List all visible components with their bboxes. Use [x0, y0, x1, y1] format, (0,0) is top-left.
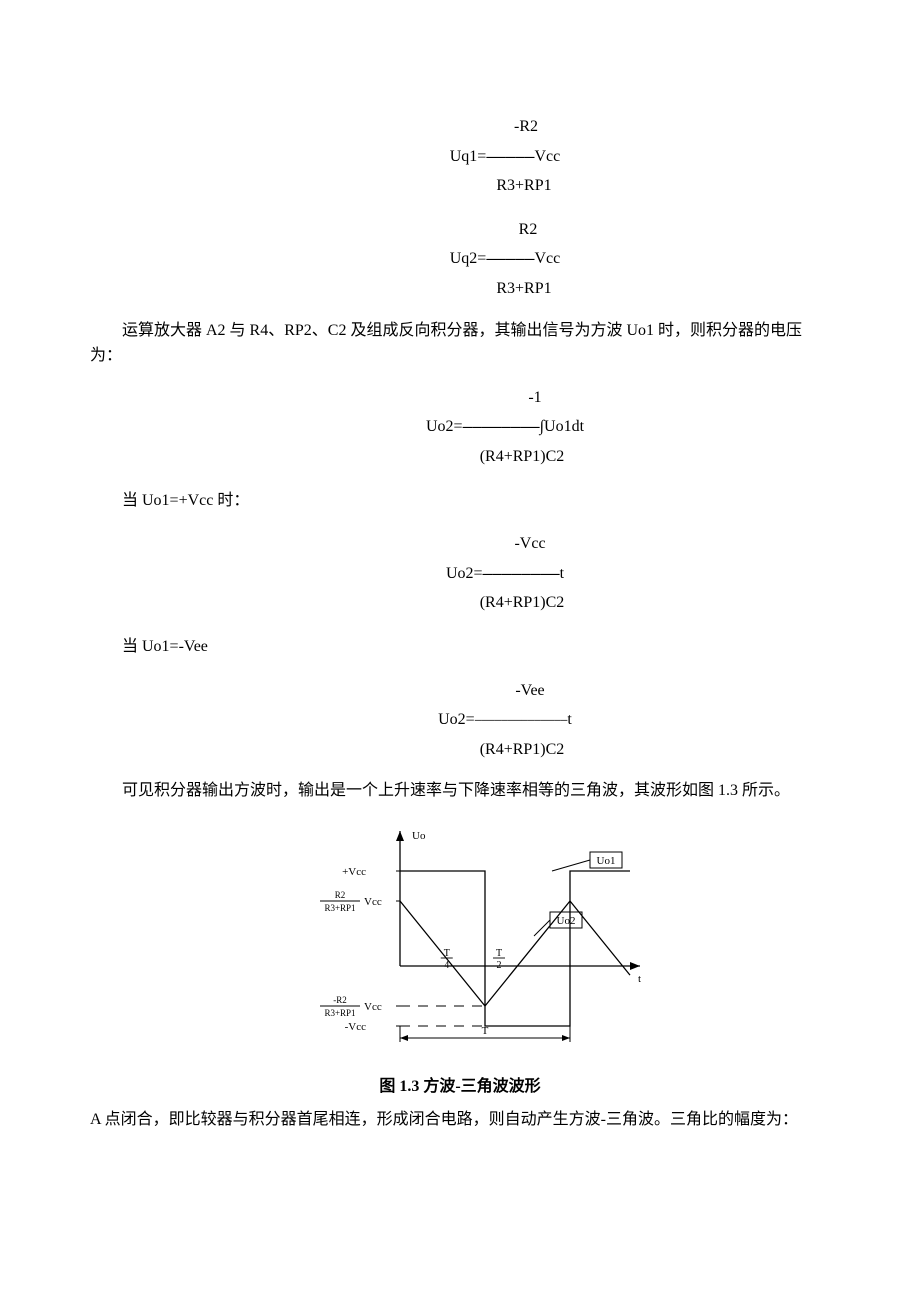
eq3-lhs: Uo2=: [426, 414, 463, 440]
svg-text:Uo2: Uo2: [557, 915, 576, 927]
paragraph-closed-loop: A 点闭合，即比较器与积分器首尾相连，形成闭合电路，则自动产生方波-三角波。三角…: [90, 1107, 830, 1133]
eq1-num: -R2: [514, 114, 538, 140]
equation-uq2: R2 Uq2= ————— Vcc R3+RP1: [180, 213, 830, 306]
svg-text:R3+RP1: R3+RP1: [324, 903, 355, 913]
eq3-num: -1: [528, 385, 541, 411]
equation-uo2-integral: -1 Uo2= ———————— ∫Uo1dt (R4+RP1)C2: [180, 381, 830, 474]
eq2-dash: —————: [486, 246, 534, 272]
eq2-lhs: Uq2=: [450, 246, 487, 272]
eq3-rhs: ∫Uo1dt: [540, 414, 584, 440]
paragraph-opamp: 运算放大器 A2 与 R4、RP2、C2 及组成反向积分器，其输出信号为方波 U…: [90, 318, 830, 369]
eq4-lhs: Uo2=: [446, 561, 483, 587]
eq2-num: R2: [519, 217, 538, 243]
equation-uo2-vcc: -Vcc Uo2= ———————— t (R4+RP1)C2: [180, 527, 830, 620]
eq3-den: (R4+RP1)C2: [480, 444, 565, 470]
eq5-rhs: t: [567, 707, 571, 733]
svg-text:Uo1: Uo1: [597, 855, 616, 867]
eq5-num: -Vee: [515, 678, 544, 704]
eq5-lhs: Uo2=: [438, 707, 475, 733]
paragraph-triangle: 可见积分器输出方波时，输出是一个上升速率与下降速率相等的三角波，其波形如图 1.…: [90, 778, 830, 804]
eq4-dash: ————————: [483, 561, 560, 587]
eq3-dash: ————————: [463, 414, 540, 440]
condition-vcc: 当 Uo1=+Vcc 时：: [122, 488, 830, 514]
eq4-rhs: t: [560, 561, 564, 587]
svg-text:R3+RP1: R3+RP1: [324, 1008, 355, 1018]
eq1-lhs: Uq1=: [450, 144, 487, 170]
svg-text:Uo: Uo: [412, 830, 426, 842]
svg-text:-R2: -R2: [333, 995, 347, 1005]
svg-text:T: T: [444, 948, 450, 959]
eq4-num: -Vcc: [514, 531, 545, 557]
svg-text:T: T: [496, 948, 502, 959]
eq2-den: R3+RP1: [496, 276, 551, 302]
eq1-rhs: Vcc: [534, 144, 560, 170]
svg-text:2: 2: [497, 960, 502, 971]
equation-uo2-vee: -Vee Uo2= —————————————— t (R4+RP1)C2: [180, 674, 830, 767]
eq4-den: (R4+RP1)C2: [480, 590, 565, 616]
svg-text:-Vcc: -Vcc: [345, 1021, 366, 1033]
svg-text:+Vcc: +Vcc: [342, 866, 366, 878]
svg-text:T: T: [482, 1025, 489, 1037]
eq5-den: (R4+RP1)C2: [480, 737, 565, 763]
svg-text:Vcc: Vcc: [364, 1001, 382, 1013]
eq1-den: R3+RP1: [496, 173, 551, 199]
svg-text:4: 4: [444, 960, 449, 971]
eq2-rhs: Vcc: [534, 246, 560, 272]
equation-uq1: -R2 Uq1= ————— Vcc R3+RP1: [180, 110, 830, 203]
eq5-dash: ——————————————: [475, 711, 568, 729]
svg-text:R2: R2: [335, 890, 346, 900]
svg-text:t: t: [638, 973, 641, 985]
waveform-diagram: Uo t +Vcc -Vcc R2 R3+RP1 Vcc -R2 R3+RP1 Vcc Uo1 Uo2…: [250, 816, 670, 1056]
eq1-dash: —————: [486, 144, 534, 170]
condition-vee: 当 Uo1=-Vee: [122, 634, 830, 660]
svg-text:Vcc: Vcc: [364, 896, 382, 908]
figure-caption: 图 1.3 方波-三角波波形: [90, 1074, 830, 1100]
